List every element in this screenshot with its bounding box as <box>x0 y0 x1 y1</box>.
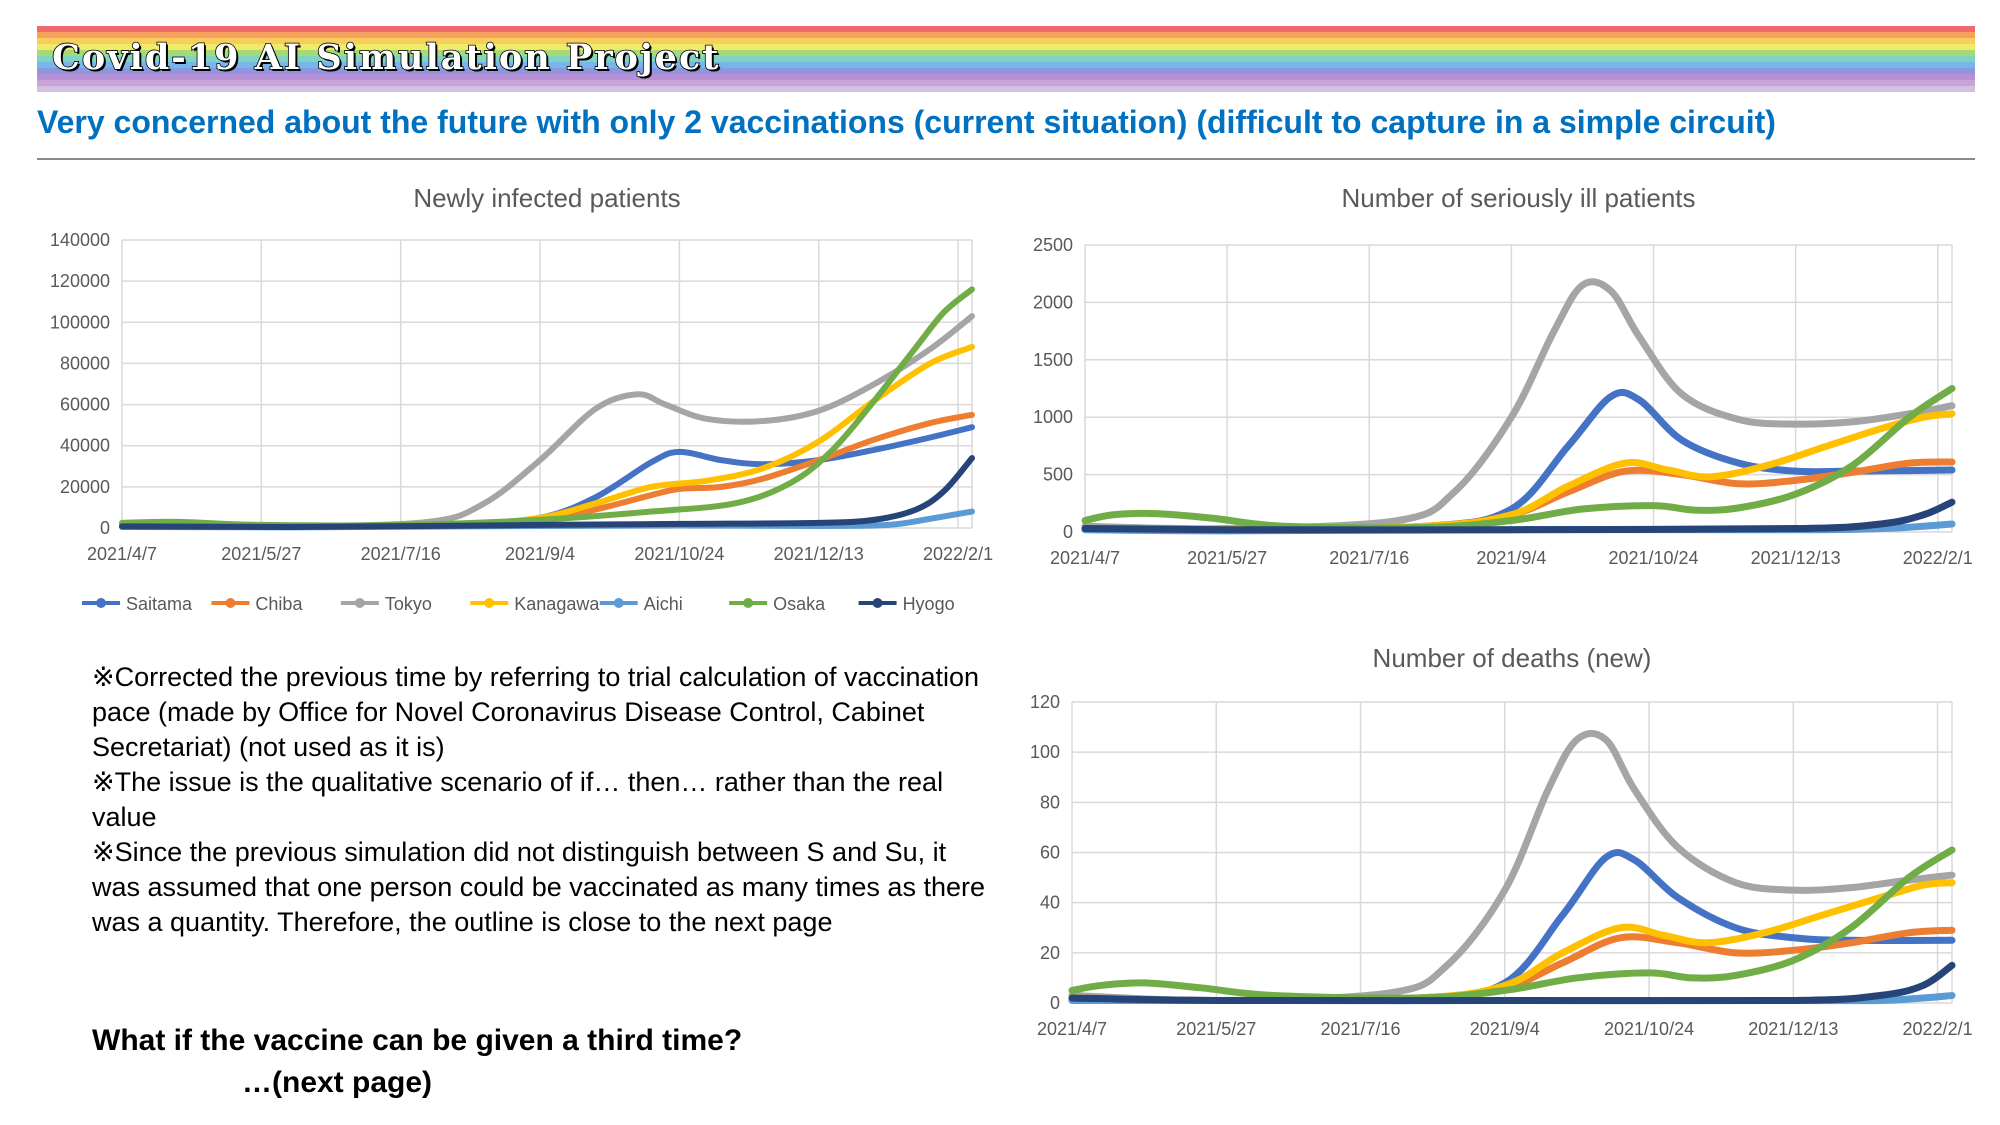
series-line-tokyo <box>1081 278 1956 533</box>
rainbow-stripe <box>37 56 1975 62</box>
y-tick-label: 80 <box>1040 792 1060 812</box>
y-tick-label: 60000 <box>60 395 110 415</box>
series-line-hyogo <box>119 455 975 531</box>
y-tick-label: 2500 <box>1033 235 1073 255</box>
y-tick-label: 20 <box>1040 943 1060 963</box>
x-tick-label: 2021/7/16 <box>1320 1019 1400 1039</box>
y-tick-label: 140000 <box>50 230 110 250</box>
rainbow-stripe <box>37 32 1975 38</box>
x-tick-label: 2022/2/1 <box>1903 1019 1973 1039</box>
x-tick-label: 2021/5/27 <box>221 544 301 564</box>
y-tick-label: 80000 <box>60 353 110 373</box>
y-tick-label: 100 <box>1030 742 1060 762</box>
legend-entry: Kanagawa <box>514 594 600 614</box>
chart-title: Number of deaths (new) <box>1373 643 1652 673</box>
series-line-osaka <box>1068 846 1956 1002</box>
series-line-hyogo <box>1081 498 1956 534</box>
legend-marker <box>484 598 495 608</box>
x-tick-label: 2022/2/1 <box>1903 548 1973 568</box>
y-tick-label: 40000 <box>60 436 110 456</box>
x-tick-label: 2021/7/16 <box>361 544 441 564</box>
legend-marker <box>872 598 883 608</box>
x-tick-label: 2021/12/13 <box>1748 1019 1838 1039</box>
series-line-hyogo <box>1068 961 1956 1005</box>
rainbow-stripe <box>37 50 1975 56</box>
rainbow-stripe <box>37 62 1975 68</box>
y-tick-label: 0 <box>1063 522 1073 542</box>
x-tick-label: 2021/9/4 <box>505 544 575 564</box>
note-2: ※The issue is the qualitative scenario o… <box>92 767 944 832</box>
chart-deaths: Number of deaths (new) 0 20 40 60 80 100 120 202… <box>1030 643 1973 1039</box>
page-headline: Very concerned about the future with onl… <box>37 104 1776 140</box>
series-line-osaka <box>119 286 975 529</box>
x-tick-label: 2022/2/1 <box>923 544 993 564</box>
rainbow-stripe <box>37 74 1975 80</box>
x-tick-label: 2021/4/7 <box>1050 548 1120 568</box>
brand-title: Covid-19 AI Simulation Project <box>51 36 721 79</box>
x-tick-label: 2021/4/7 <box>1037 1019 1107 1039</box>
legend-marker <box>96 598 106 608</box>
legend-marker <box>613 598 624 608</box>
header-divider <box>37 158 1975 160</box>
y-tick-label: 0 <box>100 518 110 538</box>
note-1: ※Corrected the previous time by referrin… <box>92 662 980 762</box>
legend-entry: Tokyo <box>385 594 432 614</box>
y-tick-label: 1000 <box>1033 407 1073 427</box>
y-tick-label: 60 <box>1040 843 1060 863</box>
x-tick-label: 2021/4/7 <box>87 544 157 564</box>
y-tick-label: 40 <box>1040 893 1060 913</box>
rainbow-stripe <box>37 86 1975 92</box>
question-text: What if the vaccine can be given a third… <box>92 1024 743 1057</box>
legend-marker <box>354 598 365 608</box>
legend-entry: Hyogo <box>903 594 955 614</box>
y-tick-label: 1500 <box>1033 350 1073 370</box>
y-tick-label: 20000 <box>60 477 110 497</box>
x-tick-label: 2021/9/4 <box>1470 1019 1540 1039</box>
gridlines: 0 500 1000 1500 2000 2500 2021/4/7 2021/5/27 202… <box>1033 235 1973 568</box>
rainbow-banner <box>37 26 1975 92</box>
x-tick-label: 2021/12/13 <box>1751 548 1841 568</box>
rainbow-stripe <box>37 68 1975 74</box>
chart-newly-infected: Newly infected patients 0 20000 40000 60000 8… <box>50 183 993 614</box>
x-tick-label: 2021/10/24 <box>1604 1019 1694 1039</box>
next-page-link-text: …(next page) <box>242 1066 433 1099</box>
rainbow-stripe <box>37 44 1975 50</box>
rainbow-stripe <box>37 26 1975 32</box>
x-tick-label: 2021/12/13 <box>774 544 864 564</box>
series-line-saitama <box>119 424 975 529</box>
y-tick-label: 100000 <box>50 312 110 332</box>
question-block: What if the vaccine can be given a third… <box>92 1020 742 1104</box>
x-tick-label: 2021/9/4 <box>1476 548 1546 568</box>
rainbow-stripe <box>37 80 1975 86</box>
y-tick-label: 0 <box>1050 993 1060 1013</box>
note-3: ※Since the previous simulation did not d… <box>92 837 985 937</box>
series-line-tokyo <box>1068 729 1956 1005</box>
legend-entry: Osaka <box>773 594 826 614</box>
y-tick-label: 120000 <box>50 271 110 291</box>
legend-entry: Saitama <box>126 594 193 614</box>
chart-title: Newly infected patients <box>413 183 680 213</box>
legend-marker <box>225 598 236 608</box>
y-tick-label: 2000 <box>1033 292 1073 312</box>
legend-marker <box>743 598 754 608</box>
x-tick-label: 2021/5/27 <box>1187 548 1267 568</box>
chart-title: Number of seriously ill patients <box>1341 183 1695 213</box>
rainbow-stripe <box>37 38 1975 44</box>
series-line-osaka <box>1081 385 1956 532</box>
notes-block: ※Corrected the previous time by referrin… <box>92 660 992 940</box>
x-tick-label: 2021/7/16 <box>1329 548 1409 568</box>
y-tick-label: 500 <box>1043 465 1073 485</box>
chart-seriously-ill: Number of seriously ill patients 0 500 1000… <box>1033 183 1973 568</box>
y-tick-label: 120 <box>1030 692 1060 712</box>
x-tick-label: 2021/5/27 <box>1176 1019 1256 1039</box>
legend-entry: Aichi <box>644 594 683 614</box>
x-tick-label: 2021/10/24 <box>1608 548 1698 568</box>
legend-entry: Chiba <box>255 594 303 614</box>
series-line-chiba <box>119 411 975 530</box>
x-tick-label: 2021/10/24 <box>634 544 724 564</box>
